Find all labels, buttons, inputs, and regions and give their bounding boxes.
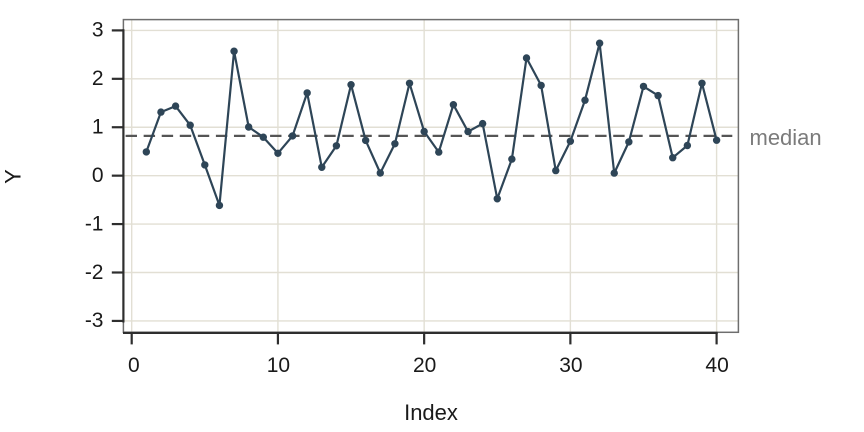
- svg-text:20: 20: [413, 354, 436, 377]
- svg-text:median: median: [750, 125, 822, 150]
- svg-text:Y: Y: [0, 169, 25, 184]
- svg-text:3: 3: [92, 19, 104, 42]
- svg-text:-3: -3: [85, 309, 104, 332]
- svg-text:-1: -1: [85, 212, 104, 235]
- svg-text:1: 1: [92, 116, 104, 139]
- svg-text:-2: -2: [85, 261, 104, 284]
- svg-text:Index: Index: [404, 400, 458, 425]
- svg-text:0: 0: [128, 354, 140, 377]
- svg-text:40: 40: [705, 354, 728, 377]
- svg-text:30: 30: [559, 354, 582, 377]
- svg-text:0: 0: [92, 164, 104, 187]
- svg-text:2: 2: [92, 67, 104, 90]
- svg-text:10: 10: [267, 354, 290, 377]
